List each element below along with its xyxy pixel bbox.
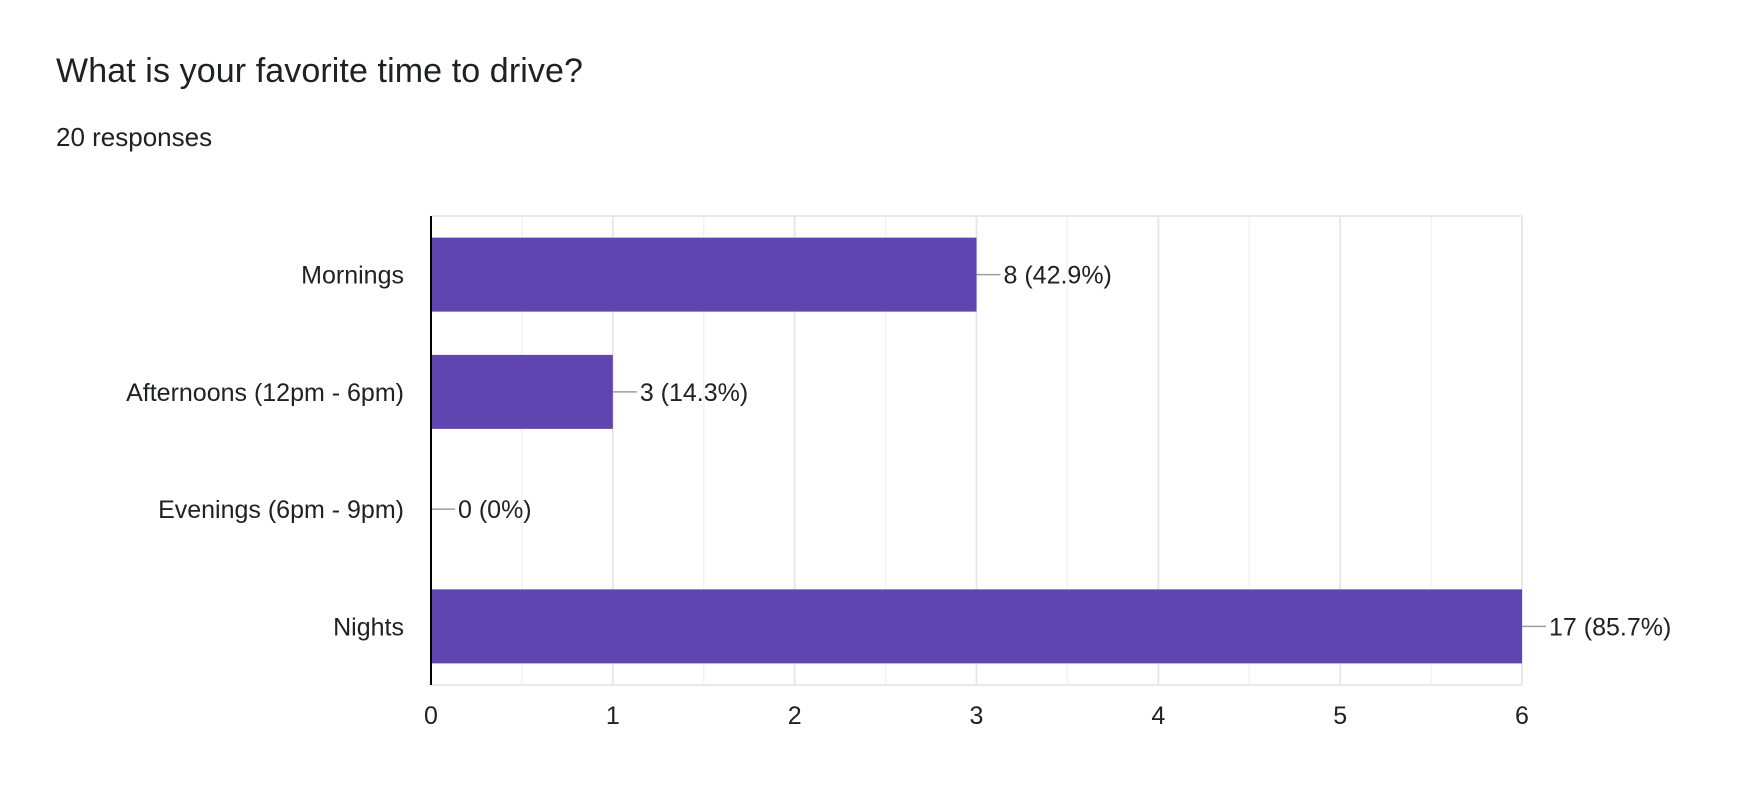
bar [431, 589, 1522, 664]
x-tick-label: 0 [424, 702, 438, 730]
category-label: Nights [333, 613, 404, 641]
x-tick-label: 5 [1333, 702, 1347, 730]
x-tick-label: 2 [788, 702, 802, 730]
x-tick-label: 4 [1151, 702, 1165, 730]
bar [431, 237, 977, 312]
category-label: Mornings [301, 262, 404, 290]
labels: 0 1 2 3 4 5 6 Mornings 8 (42.9%) Afternoons (12pm… [126, 216, 1671, 730]
category-label: Afternoons (12pm - 6pm) [126, 379, 404, 407]
category-label: Evenings (6pm - 9pm) [158, 496, 404, 524]
data-label: 0 (0%) [458, 496, 532, 524]
data-label: 17 (85.7%) [1549, 613, 1671, 641]
data-label: 3 (14.3%) [640, 379, 748, 407]
bar [431, 354, 613, 429]
response-count: 20 responses [56, 122, 213, 152]
chart-title: What is your favorite time to drive? [56, 52, 584, 90]
x-tick-label: 6 [1515, 702, 1529, 730]
x-tick-label: 1 [606, 702, 620, 730]
bars [431, 237, 1522, 664]
data-label: 8 (42.9%) [1004, 262, 1112, 290]
x-tick-label: 3 [970, 702, 984, 730]
